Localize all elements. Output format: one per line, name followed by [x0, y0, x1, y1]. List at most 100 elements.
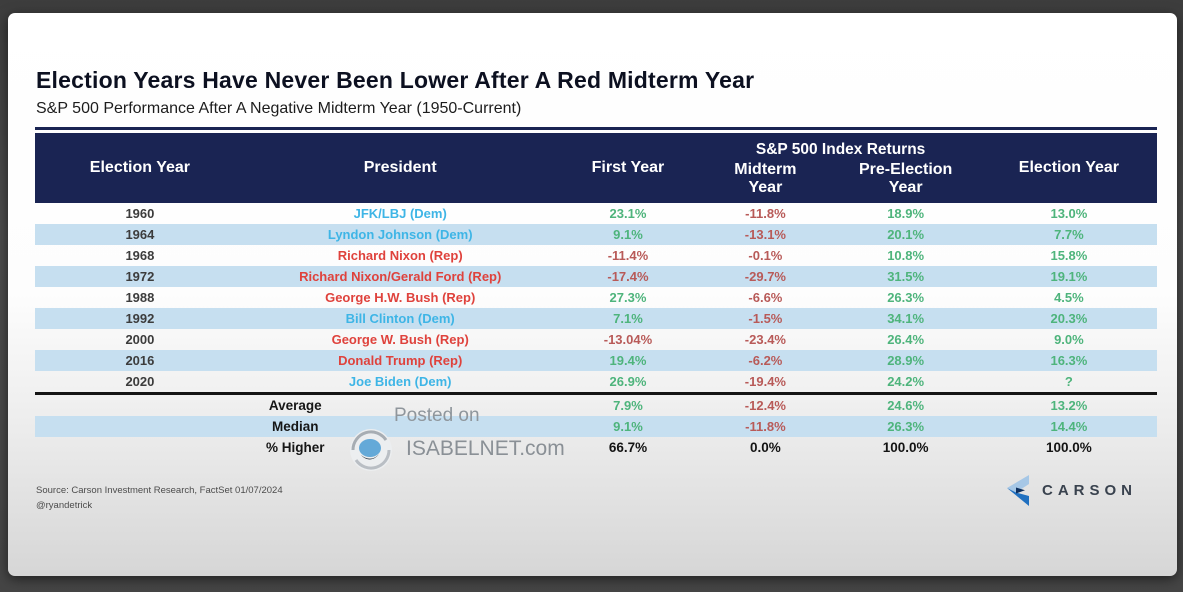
- cell-pre: 26.4%: [887, 332, 925, 347]
- cell-midterm: -19.4%: [744, 374, 786, 389]
- cell-pre: 26.3%: [887, 419, 925, 434]
- group-header-sp500-index-returns: S&P 500 Index Returns: [700, 133, 981, 160]
- cell-president: Lyndon Johnson (Dem): [327, 227, 473, 242]
- cell-election: 15.8%: [1050, 248, 1088, 263]
- col-header-election-year-returns: Election Year: [980, 133, 1157, 203]
- cell-president: Richard Nixon (Rep): [337, 248, 463, 263]
- slide: Election Years Have Never Been Lower Aft…: [8, 13, 1177, 576]
- cell-election: 13.0%: [1050, 206, 1088, 221]
- cell-election-year: 1988: [125, 290, 155, 305]
- cell-first: -17.4%: [607, 269, 649, 284]
- table-body: 1960 JFK/LBJ (Dem) 23.1% -11.8% 18.9% 13.0% 19…: [35, 203, 1157, 458]
- cell-election-year: 1992: [125, 311, 155, 326]
- page-subtitle: S&P 500 Performance After A Negative Mid…: [36, 100, 522, 117]
- col-header-election-year: Election Year: [35, 133, 245, 203]
- table-row: 1992 Bill Clinton (Dem) 7.1% -1.5% 34.1% 20.3…: [35, 308, 1157, 329]
- table-row: 1988 George H.W. Bush (Rep) 27.3% -6.6% 26.3…: [35, 287, 1157, 308]
- cell-election: 20.3%: [1050, 311, 1088, 326]
- cell-first: -13.04%: [603, 332, 653, 347]
- table-top-rule: [35, 127, 1157, 130]
- cell-election: 4.5%: [1054, 290, 1084, 305]
- cell-election: 14.4%: [1050, 419, 1088, 434]
- source-note: Source: Carson Investment Research, Fact…: [36, 483, 283, 513]
- cell-first: 9.1%: [613, 227, 643, 242]
- cell-election: 9.0%: [1054, 332, 1084, 347]
- cell-pre: 100.0%: [882, 440, 929, 455]
- cell-pre: 26.3%: [887, 290, 925, 305]
- cell-election-year: 1960: [125, 206, 155, 221]
- table-row: 2016 Donald Trump (Rep) 19.4% -6.2% 28.9% 16.…: [35, 350, 1157, 371]
- cell-midterm: -1.5%: [748, 311, 783, 326]
- cell-first: 27.3%: [609, 290, 647, 305]
- cell-president: Donald Trump (Rep): [338, 353, 463, 368]
- cell-pre: 10.8%: [887, 248, 925, 263]
- table-row: 2000 George W. Bush (Rep) -13.04% -23.4% 26.…: [35, 329, 1157, 350]
- table-row: 1968 Richard Nixon (Rep) -11.4% -0.1% 10.8% 1…: [35, 245, 1157, 266]
- cell-pre: 31.5%: [887, 269, 925, 284]
- cell-midterm: -23.4%: [744, 332, 786, 347]
- cell-first: 19.4%: [609, 353, 647, 368]
- summary-label: Average: [35, 392, 556, 416]
- cell-president: Bill Clinton (Dem): [345, 311, 455, 326]
- cell-first: 26.9%: [609, 374, 647, 389]
- returns-table-container: Election Year President First Year S&P 5…: [35, 127, 1157, 458]
- cell-first: -11.4%: [607, 248, 649, 263]
- cell-midterm: -6.6%: [748, 290, 783, 305]
- cell-midterm: 0.0%: [750, 440, 781, 455]
- summary-row: Median 9.1% -11.8% 26.3% 14.4%: [35, 416, 1157, 437]
- cell-president: JFK/LBJ (Dem): [353, 206, 447, 221]
- returns-table: Election Year President First Year S&P 5…: [35, 133, 1157, 458]
- cell-midterm: -13.1%: [744, 227, 786, 242]
- summary-row: % Higher 66.7% 0.0% 100.0% 100.0%: [35, 437, 1157, 458]
- cell-election-year: 2020: [125, 374, 155, 389]
- cell-pre: 18.9%: [887, 206, 925, 221]
- cell-election-year: 1972: [125, 269, 155, 284]
- cell-pre: 24.6%: [830, 392, 981, 416]
- table-row: 1960 JFK/LBJ (Dem) 23.1% -11.8% 18.9% 13.0%: [35, 203, 1157, 224]
- cell-election: 7.7%: [1054, 227, 1084, 242]
- carson-logo: CARSON: [1003, 475, 1137, 506]
- summary-label: Median: [272, 419, 319, 434]
- col-header-president: President: [244, 133, 556, 203]
- cell-president: George W. Bush (Rep): [331, 332, 469, 347]
- col-header-midterm-year: Midterm Year: [700, 160, 831, 203]
- col-header-pre-election-year: Pre-Election Year: [830, 160, 981, 203]
- cell-midterm: -6.2%: [748, 353, 783, 368]
- cell-election: 16.3%: [1050, 353, 1088, 368]
- cell-president: Richard Nixon/Gerald Ford (Rep): [299, 269, 502, 284]
- cell-election: 19.1%: [1050, 269, 1088, 284]
- cell-first: 23.1%: [609, 206, 647, 221]
- table-row: 1964 Lyndon Johnson (Dem) 9.1% -13.1% 20.1% 7…: [35, 224, 1157, 245]
- table-row: 2020 Joe Biden (Dem) 26.9% -19.4% 24.2%?: [35, 371, 1157, 394]
- page-title: Election Years Have Never Been Lower Aft…: [36, 67, 755, 93]
- table-header: Election Year President First Year S&P 5…: [35, 133, 1157, 203]
- cell-midterm: -11.8%: [745, 419, 786, 434]
- summary-row: Average 7.9% -12.4% 24.6% 13.2%: [35, 392, 1157, 416]
- cell-midterm: -12.4%: [700, 392, 831, 416]
- cell-election: 13.2%: [980, 392, 1157, 416]
- source-handle: @ryandetrick: [36, 500, 93, 512]
- col-header-first-year: First Year: [555, 133, 701, 203]
- cell-midterm: -11.8%: [745, 206, 786, 221]
- cell-first: 9.1%: [613, 419, 643, 434]
- cell-pre: 20.1%: [887, 227, 925, 242]
- cell-pre: 34.1%: [887, 311, 925, 326]
- cell-first: 66.7%: [608, 440, 648, 455]
- source-line: Source: Carson Investment Research, Fact…: [36, 485, 283, 496]
- cell-midterm: -0.1%: [748, 248, 783, 263]
- cell-first: 7.9%: [555, 392, 701, 416]
- carson-chevron-icon: [1006, 475, 1029, 506]
- cell-election-year: 2000: [125, 332, 155, 347]
- cell-election: 100.0%: [1046, 440, 1092, 455]
- cell-election-year: 1968: [125, 248, 155, 263]
- cell-president: Joe Biden (Dem): [348, 374, 452, 389]
- cell-election-year: 1964: [125, 227, 155, 242]
- carson-wordmark: CARSON: [1041, 482, 1137, 499]
- cell-pre: 28.9%: [887, 353, 925, 368]
- summary-label: % Higher: [266, 440, 325, 455]
- cell-election: ?: [1064, 374, 1073, 389]
- table-row: 1972 Richard Nixon/Gerald Ford (Rep) -17.4…: [35, 266, 1157, 287]
- cell-midterm: -29.7%: [744, 269, 786, 284]
- cell-first: 7.1%: [613, 311, 643, 326]
- cell-election-year: 2016: [125, 353, 155, 368]
